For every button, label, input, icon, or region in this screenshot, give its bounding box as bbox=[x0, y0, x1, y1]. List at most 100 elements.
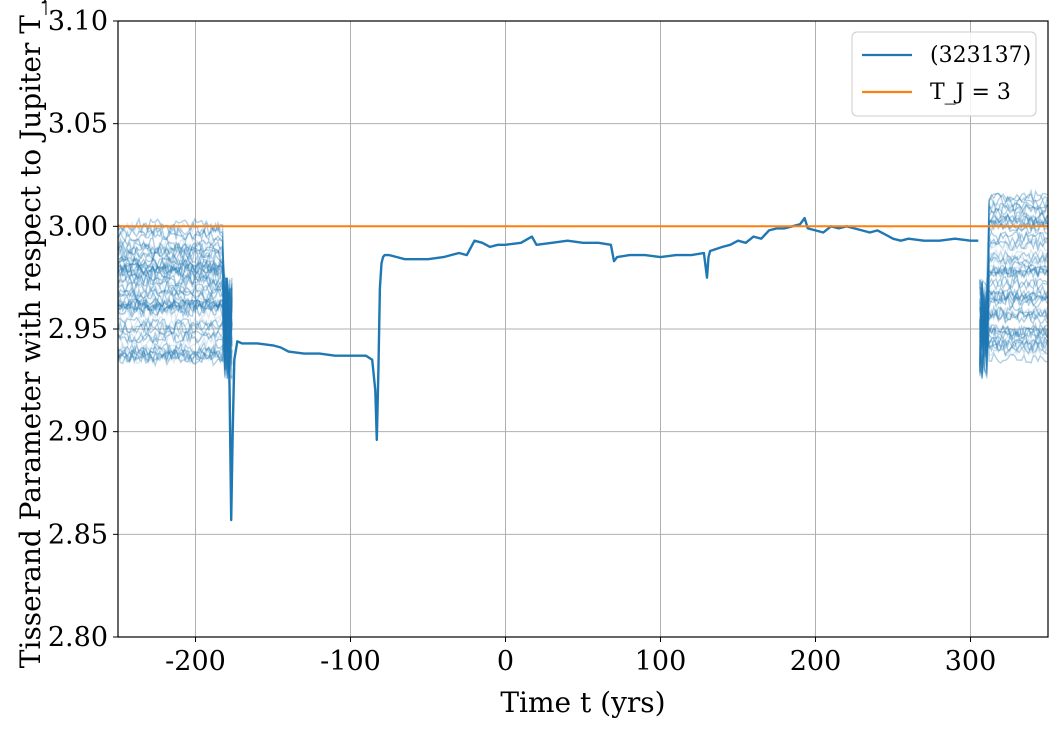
clone-trace-right bbox=[979, 264, 1048, 341]
clone-trace-right bbox=[979, 229, 1048, 326]
clone-trace-right bbox=[979, 299, 1048, 364]
clone-trace-right bbox=[979, 290, 1048, 348]
clone-trace-right bbox=[979, 321, 1048, 375]
clone-trace-right bbox=[979, 313, 1048, 369]
clone-trace-left bbox=[118, 288, 233, 360]
clone-trace-left bbox=[118, 298, 233, 378]
clone-trace-right bbox=[979, 211, 1048, 363]
clone-trace-right bbox=[979, 302, 1048, 330]
clone-trace-right bbox=[979, 254, 1048, 375]
clone-trace-left bbox=[118, 284, 233, 361]
clone-trace-left bbox=[118, 278, 233, 377]
clone-trace-right bbox=[979, 248, 1048, 349]
clone-trace-left bbox=[118, 279, 233, 353]
clone-trace-right bbox=[979, 325, 1048, 357]
clone-trace-left bbox=[118, 283, 233, 370]
clone-trace-left bbox=[118, 283, 232, 348]
clone-trace-right bbox=[979, 282, 1048, 355]
clone-trace-right bbox=[979, 237, 1048, 361]
clone-trace-left bbox=[118, 291, 233, 364]
clone-trace-right bbox=[979, 214, 1048, 351]
clone-trace-right bbox=[979, 211, 1048, 340]
clone-trace-right bbox=[979, 204, 1048, 346]
clone-trace-left bbox=[118, 281, 233, 371]
y-tick-label: 2.90 bbox=[48, 417, 108, 448]
clone-trace-left bbox=[118, 289, 233, 360]
y-tick-label: 2.80 bbox=[48, 622, 108, 653]
clone-trace-right bbox=[979, 237, 1048, 379]
clone-trace-left bbox=[118, 281, 233, 367]
clone-trace-right bbox=[979, 325, 1048, 353]
clone-trace-right bbox=[979, 280, 1048, 336]
y-tick-label: 2.85 bbox=[48, 519, 108, 550]
clone-trace-left bbox=[118, 236, 233, 374]
clone-trace-right bbox=[979, 289, 1048, 369]
clone-trace-right bbox=[979, 199, 1048, 373]
legend-box bbox=[851, 31, 1037, 117]
clone-trace-right bbox=[979, 212, 1048, 368]
clone-trace-left bbox=[118, 283, 233, 378]
clone-trace-right bbox=[979, 237, 1048, 367]
clone-trace-right bbox=[979, 263, 1048, 356]
y-axis-ticks: 2.80 2.85 2.90 2.95 3.00 3.05 3.10 bbox=[48, 6, 118, 653]
clone-trace-left bbox=[118, 295, 233, 372]
clone-trace-left bbox=[118, 298, 233, 351]
clone-trace-left bbox=[118, 286, 233, 368]
clone-trace-left bbox=[118, 272, 233, 344]
clone-trace-left bbox=[118, 296, 233, 340]
x-tick-label: -100 bbox=[320, 646, 381, 677]
clone-trace-left bbox=[118, 294, 233, 370]
clone-trace-left bbox=[118, 262, 233, 341]
clone-trace-left bbox=[118, 283, 233, 377]
x-tick-label: -200 bbox=[165, 646, 226, 677]
clone-trace-left bbox=[118, 283, 233, 380]
clone-trace-left bbox=[118, 262, 233, 376]
y-axis-title: Tisserand Parameter with respect to Jupi… bbox=[14, 0, 47, 668]
clone-trace-right bbox=[979, 260, 1048, 344]
clone-trace-left bbox=[118, 281, 233, 346]
clone-trace-right bbox=[979, 212, 1048, 342]
clone-trace-right bbox=[979, 263, 1048, 368]
clone-trace-right bbox=[979, 290, 1048, 375]
clone-trace-right bbox=[979, 306, 1048, 349]
clone-trace-right bbox=[979, 291, 1048, 339]
clone-trace-left bbox=[118, 247, 233, 340]
clone-trace-left bbox=[118, 263, 233, 355]
x-tick-label: 200 bbox=[790, 646, 842, 677]
clone-trace-left bbox=[118, 281, 233, 358]
clone-trace-left bbox=[118, 287, 233, 375]
clone-trace-left bbox=[118, 255, 233, 376]
legend-label-series-0: (323137) bbox=[930, 43, 1031, 68]
series-lines bbox=[118, 216, 1048, 522]
clone-trace-right bbox=[979, 194, 1048, 362]
clone-trace-right bbox=[979, 230, 1048, 324]
clone-trace-left bbox=[118, 321, 233, 381]
clone-trace-left bbox=[118, 284, 233, 320]
clone-trace-left bbox=[118, 240, 233, 340]
y-tick-label: 3.00 bbox=[48, 211, 108, 242]
legend-label-series-1: T_J = 3 bbox=[930, 80, 1011, 105]
clone-trace-left bbox=[118, 318, 233, 365]
clone-trace-left bbox=[118, 273, 233, 344]
clone-trace-left bbox=[118, 226, 233, 376]
clone-trace-left bbox=[118, 314, 233, 373]
clone-trace-right bbox=[979, 284, 1048, 338]
clone-trace-left bbox=[118, 305, 233, 352]
x-tick-label: 100 bbox=[635, 646, 687, 677]
clone-trace-right bbox=[979, 253, 1048, 369]
clone-trace-left bbox=[118, 252, 233, 367]
clone-trace-right bbox=[979, 283, 1048, 364]
clone-trace-right bbox=[979, 278, 1048, 343]
y-tick-label: 3.10 bbox=[48, 6, 108, 37]
clone-trace-left bbox=[118, 259, 233, 332]
y-tick-label: 2.95 bbox=[48, 314, 108, 345]
clone-trace-right bbox=[979, 265, 1048, 379]
clone-trace-right bbox=[979, 250, 1048, 372]
clone-trace-left bbox=[118, 216, 233, 371]
x-tick-label: 0 bbox=[497, 646, 514, 677]
clone-trace-right bbox=[979, 218, 1048, 379]
clone-trace-left bbox=[118, 297, 233, 379]
clone-trace-right bbox=[979, 274, 1048, 369]
clone-trace-left bbox=[118, 245, 233, 369]
clone-trace-left bbox=[118, 260, 233, 371]
